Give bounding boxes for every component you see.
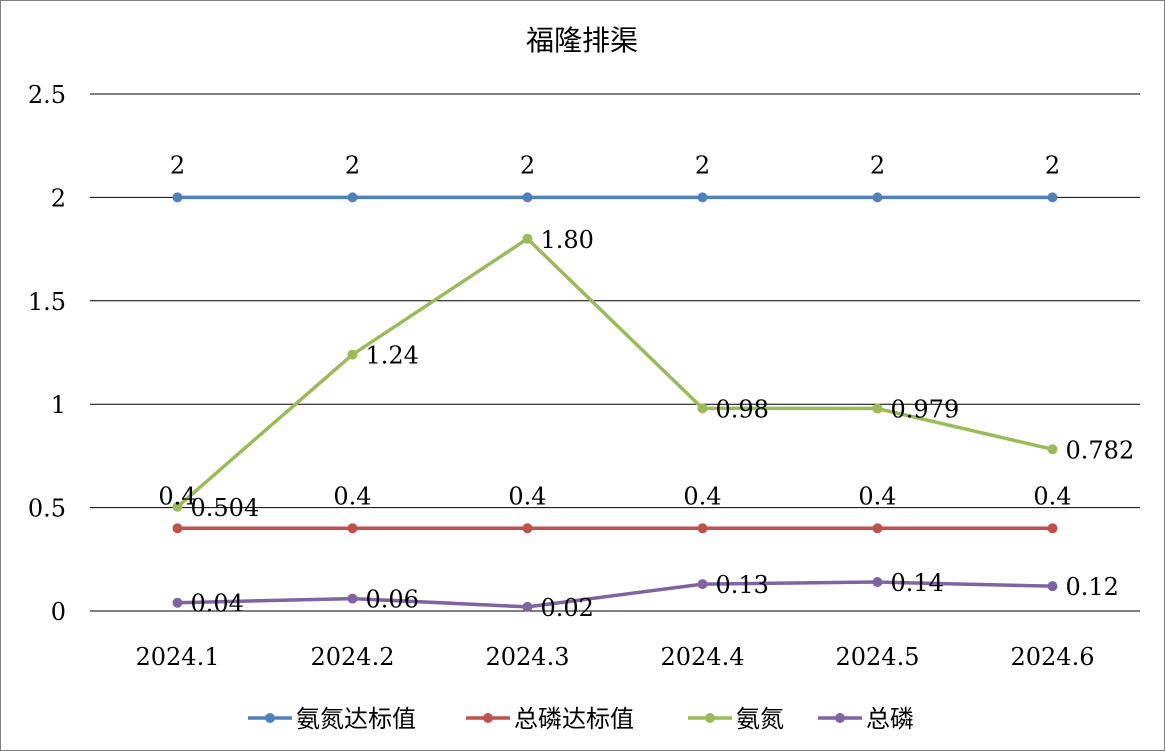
x-tick-label: 2024.3 <box>486 643 570 671</box>
data-label: 0.06 <box>366 586 419 614</box>
data-point <box>172 192 183 203</box>
data-point <box>872 577 883 588</box>
x-axis-ticks: 2024.1 2024.2 2024.3 2024.4 2024.5 2024.6 <box>136 643 1095 671</box>
data-point <box>1047 523 1058 534</box>
data-label: 0.98 <box>716 395 769 423</box>
x-tick-label: 2024.6 <box>1011 643 1095 671</box>
data-label: 0.12 <box>1066 573 1119 601</box>
legend-label: 氨氮达标值 <box>296 705 416 733</box>
data-point <box>522 233 533 244</box>
legend-item: 氨氮 <box>688 705 784 733</box>
x-tick-label: 2024.2 <box>311 643 395 671</box>
series-0 <box>172 192 1058 203</box>
y-tick-label: 0.5 <box>28 495 66 523</box>
x-tick-label: 2024.1 <box>136 643 220 671</box>
series-2 <box>172 233 1058 512</box>
data-label: 0.4 <box>508 482 546 510</box>
y-tick-label: 1 <box>51 391 66 419</box>
series-line <box>177 580 1053 609</box>
data-label: 0.02 <box>541 594 594 622</box>
data-point <box>872 523 883 534</box>
data-label: 0.4 <box>858 482 896 510</box>
legend-label: 总磷 <box>866 705 914 733</box>
y-tick-label: 2 <box>51 184 66 212</box>
data-point <box>347 593 358 604</box>
gridlines <box>90 93 1140 612</box>
legend: 氨氮达标值 总磷达标值 氨氮 总磷 <box>248 705 914 733</box>
data-point <box>522 192 533 203</box>
data-point <box>172 597 183 608</box>
x-tick-label: 2024.5 <box>836 643 920 671</box>
data-point <box>872 192 883 203</box>
data-label: 2 <box>345 151 360 179</box>
data-point <box>347 523 358 534</box>
legend-item: 总磷 <box>818 705 914 733</box>
data-label: 1.24 <box>366 342 419 370</box>
data-point <box>347 349 358 360</box>
data-point <box>1047 192 1058 203</box>
data-label: 2 <box>520 151 535 179</box>
data-label: 2 <box>170 151 185 179</box>
chart-title: 福隆排渠 <box>526 24 638 57</box>
legend-item: 总磷达标值 <box>466 705 634 733</box>
y-tick-label: 2.5 <box>28 81 66 109</box>
data-label: 1.80 <box>541 226 594 254</box>
data-label: 0.4 <box>158 482 196 510</box>
data-point <box>697 192 708 203</box>
data-point <box>872 403 883 414</box>
series-group <box>172 192 1058 612</box>
series-3 <box>172 577 1058 612</box>
data-point <box>172 523 183 534</box>
y-tick-label: 1.5 <box>28 288 66 316</box>
data-point <box>522 523 533 534</box>
y-axis-ticks: 0 0.5 1 1.5 2 2.5 <box>28 81 66 626</box>
legend-item: 氨氮达标值 <box>248 705 416 733</box>
data-point <box>522 601 533 612</box>
data-label: 0.13 <box>716 571 769 599</box>
data-point <box>172 501 183 512</box>
y-tick-label: 0 <box>51 598 66 626</box>
data-label: 2 <box>1045 151 1060 179</box>
data-point <box>697 579 708 590</box>
series-1 <box>172 523 1058 534</box>
legend-swatch-marker <box>483 713 493 723</box>
data-point <box>347 192 358 203</box>
series-line <box>176 237 1053 509</box>
data-label: 2 <box>695 151 710 179</box>
data-point <box>697 403 708 414</box>
legend-label: 氨氮 <box>736 705 784 733</box>
x-tick-label: 2024.4 <box>661 643 745 671</box>
legend-label: 总磷达标值 <box>514 705 634 733</box>
data-labels: 2 2 2 2 2 20.4 0.4 0.4 0.4 0.4 0.40.5041.241.800.9… <box>158 151 1134 621</box>
data-point <box>1047 581 1058 592</box>
legend-swatch-marker <box>835 713 845 723</box>
data-point <box>697 523 708 534</box>
data-label: 0.14 <box>891 569 944 597</box>
legend-swatch-marker <box>265 713 275 723</box>
data-label: 0.04 <box>191 590 244 618</box>
data-label: 0.782 <box>1066 436 1135 464</box>
data-label: 0.979 <box>891 396 960 424</box>
data-label: 2 <box>870 151 885 179</box>
legend-swatch-marker <box>705 713 715 723</box>
data-label: 0.4 <box>1033 482 1071 510</box>
data-label: 0.504 <box>191 494 260 522</box>
data-label: 0.4 <box>683 482 721 510</box>
data-label: 0.4 <box>333 482 371 510</box>
data-point <box>1047 444 1058 455</box>
